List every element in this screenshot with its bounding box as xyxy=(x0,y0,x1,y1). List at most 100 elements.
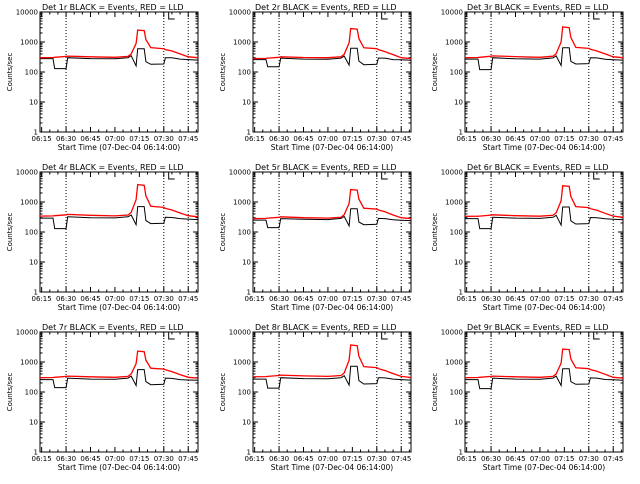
x-tick-label: 06:45 xyxy=(505,135,525,143)
y-tick-label: 10000 xyxy=(229,329,251,337)
x-axis-label: Start Time (07-Dec-04 06:14:00) xyxy=(271,303,393,312)
y-tick-label: 1000 xyxy=(233,199,251,207)
events-series-line xyxy=(253,208,412,229)
panel-title: Det 3r BLACK = Events, RED = LLD xyxy=(467,3,609,12)
y-tick-label: 100 xyxy=(450,69,463,77)
x-tick-label: 06:15 xyxy=(32,295,52,303)
x-tick-label: 06:45 xyxy=(505,455,525,463)
x-tick-label: 07:00 xyxy=(105,455,125,463)
events-series-line xyxy=(465,368,624,390)
y-tick-label: 10000 xyxy=(229,169,251,177)
x-tick-label: 07:30 xyxy=(154,455,174,463)
x-tick-label: 06:45 xyxy=(80,135,100,143)
y-tick-label: 1 xyxy=(34,449,38,457)
bracket-marker xyxy=(168,172,175,180)
y-tick-label: 10 xyxy=(454,99,463,107)
y-tick-label: 1 xyxy=(247,449,251,457)
detector-panel: Det 1r BLACK = Events, RED = LLD 1 10 100 10… xyxy=(6,3,199,152)
bracket-marker xyxy=(168,332,175,340)
x-tick-label: 07:00 xyxy=(318,135,338,143)
lld-series-line xyxy=(464,348,624,379)
x-tick-label: 07:45 xyxy=(391,135,411,143)
y-tick-label: 10 xyxy=(454,259,463,267)
y-tick-label: 1000 xyxy=(20,39,38,47)
x-tick-label: 06:30 xyxy=(269,135,289,143)
y-tick-label: 1 xyxy=(459,289,463,297)
x-tick-label: 07:15 xyxy=(129,455,149,463)
x-tick-label: 06:30 xyxy=(269,455,289,463)
x-tick-label: 06:15 xyxy=(457,295,477,303)
y-tick-label: 1000 xyxy=(445,199,463,207)
x-tick-label: 07:45 xyxy=(178,135,198,143)
x-tick-label: 07:30 xyxy=(367,295,387,303)
x-tick-label: 06:15 xyxy=(245,455,265,463)
y-tick-label: 10000 xyxy=(16,9,38,17)
x-tick-label: 07:00 xyxy=(530,295,550,303)
y-tick-label: 1000 xyxy=(20,199,38,207)
x-axis-label: Start Time (07-Dec-04 06:14:00) xyxy=(271,463,393,472)
panel-title: Det 1r BLACK = Events, RED = LLD xyxy=(42,3,184,12)
plot-frame xyxy=(464,11,624,133)
x-axis-label: Start Time (07-Dec-04 06:14:00) xyxy=(483,463,605,472)
x-tick-label: 07:00 xyxy=(105,295,125,303)
x-tick-label: 07:00 xyxy=(318,295,338,303)
panel-title: Det 4r BLACK = Events, RED = LLD xyxy=(42,163,184,172)
y-axis-label: Counts/sec xyxy=(6,53,14,92)
bracket-marker xyxy=(593,332,600,340)
x-axis-label: Start Time (07-Dec-04 06:14:00) xyxy=(483,303,605,312)
panel-title: Det 9r BLACK = Events, RED = LLD xyxy=(467,323,609,332)
x-tick-label: 06:45 xyxy=(80,455,100,463)
y-tick-label: 1 xyxy=(34,129,38,137)
x-axis-label: Start Time (07-Dec-04 06:14:00) xyxy=(483,143,605,152)
x-tick-label: 07:15 xyxy=(129,135,149,143)
detector-panel: Det 8r BLACK = Events, RED = LLD 1 10 100 10… xyxy=(219,323,412,472)
y-tick-label: 10000 xyxy=(441,329,463,337)
x-tick-label: 07:45 xyxy=(603,135,623,143)
panel-title: Det 6r BLACK = Events, RED = LLD xyxy=(467,163,609,172)
y-tick-label: 100 xyxy=(25,69,38,77)
y-tick-label: 10 xyxy=(242,259,251,267)
y-tick-label: 1 xyxy=(247,289,251,297)
y-tick-label: 10 xyxy=(242,419,251,427)
y-axis-label: Counts/sec xyxy=(219,213,227,252)
x-tick-label: 06:30 xyxy=(56,135,76,143)
x-tick-label: 07:15 xyxy=(554,135,574,143)
panel-title: Det 8r BLACK = Events, RED = LLD xyxy=(255,323,397,332)
x-axis-label: Start Time (07-Dec-04 06:14:00) xyxy=(58,303,180,312)
x-tick-label: 07:15 xyxy=(342,455,362,463)
detector-panel: Det 6r BLACK = Events, RED = LLD 1 10 100 10… xyxy=(431,163,624,312)
x-tick-label: 07:15 xyxy=(554,295,574,303)
x-tick-label: 07:45 xyxy=(391,295,411,303)
x-tick-label: 06:30 xyxy=(56,295,76,303)
y-tick-label: 1 xyxy=(247,129,251,137)
x-tick-label: 07:15 xyxy=(554,455,574,463)
events-series-line xyxy=(40,206,199,230)
x-tick-label: 07:45 xyxy=(603,295,623,303)
lld-series-line xyxy=(464,184,624,218)
plot-frame xyxy=(252,331,412,453)
y-tick-label: 100 xyxy=(238,229,251,237)
plot-frame xyxy=(39,11,199,133)
x-tick-label: 06:45 xyxy=(505,295,525,303)
y-tick-label: 10 xyxy=(454,419,463,427)
lld-series-line xyxy=(464,26,624,59)
detector-panel: Det 4r BLACK = Events, RED = LLD 1 10 100 10… xyxy=(6,163,199,312)
events-series-line xyxy=(40,369,199,389)
plot-frame xyxy=(39,171,199,293)
panel-title: Det 5r BLACK = Events, RED = LLD xyxy=(255,163,397,172)
x-tick-label: 06:30 xyxy=(481,135,501,143)
lld-series-line xyxy=(39,29,199,59)
events-series-line xyxy=(40,48,199,70)
x-tick-label: 07:00 xyxy=(318,455,338,463)
y-axis-label: Counts/sec xyxy=(219,373,227,412)
bracket-marker xyxy=(381,332,388,340)
x-tick-label: 07:00 xyxy=(530,135,550,143)
x-tick-label: 06:15 xyxy=(245,295,265,303)
y-tick-label: 1000 xyxy=(20,359,38,367)
y-tick-label: 100 xyxy=(25,389,38,397)
y-tick-label: 1000 xyxy=(233,359,251,367)
x-tick-label: 06:45 xyxy=(293,455,313,463)
lld-series-line xyxy=(252,27,412,60)
x-tick-label: 06:30 xyxy=(269,295,289,303)
